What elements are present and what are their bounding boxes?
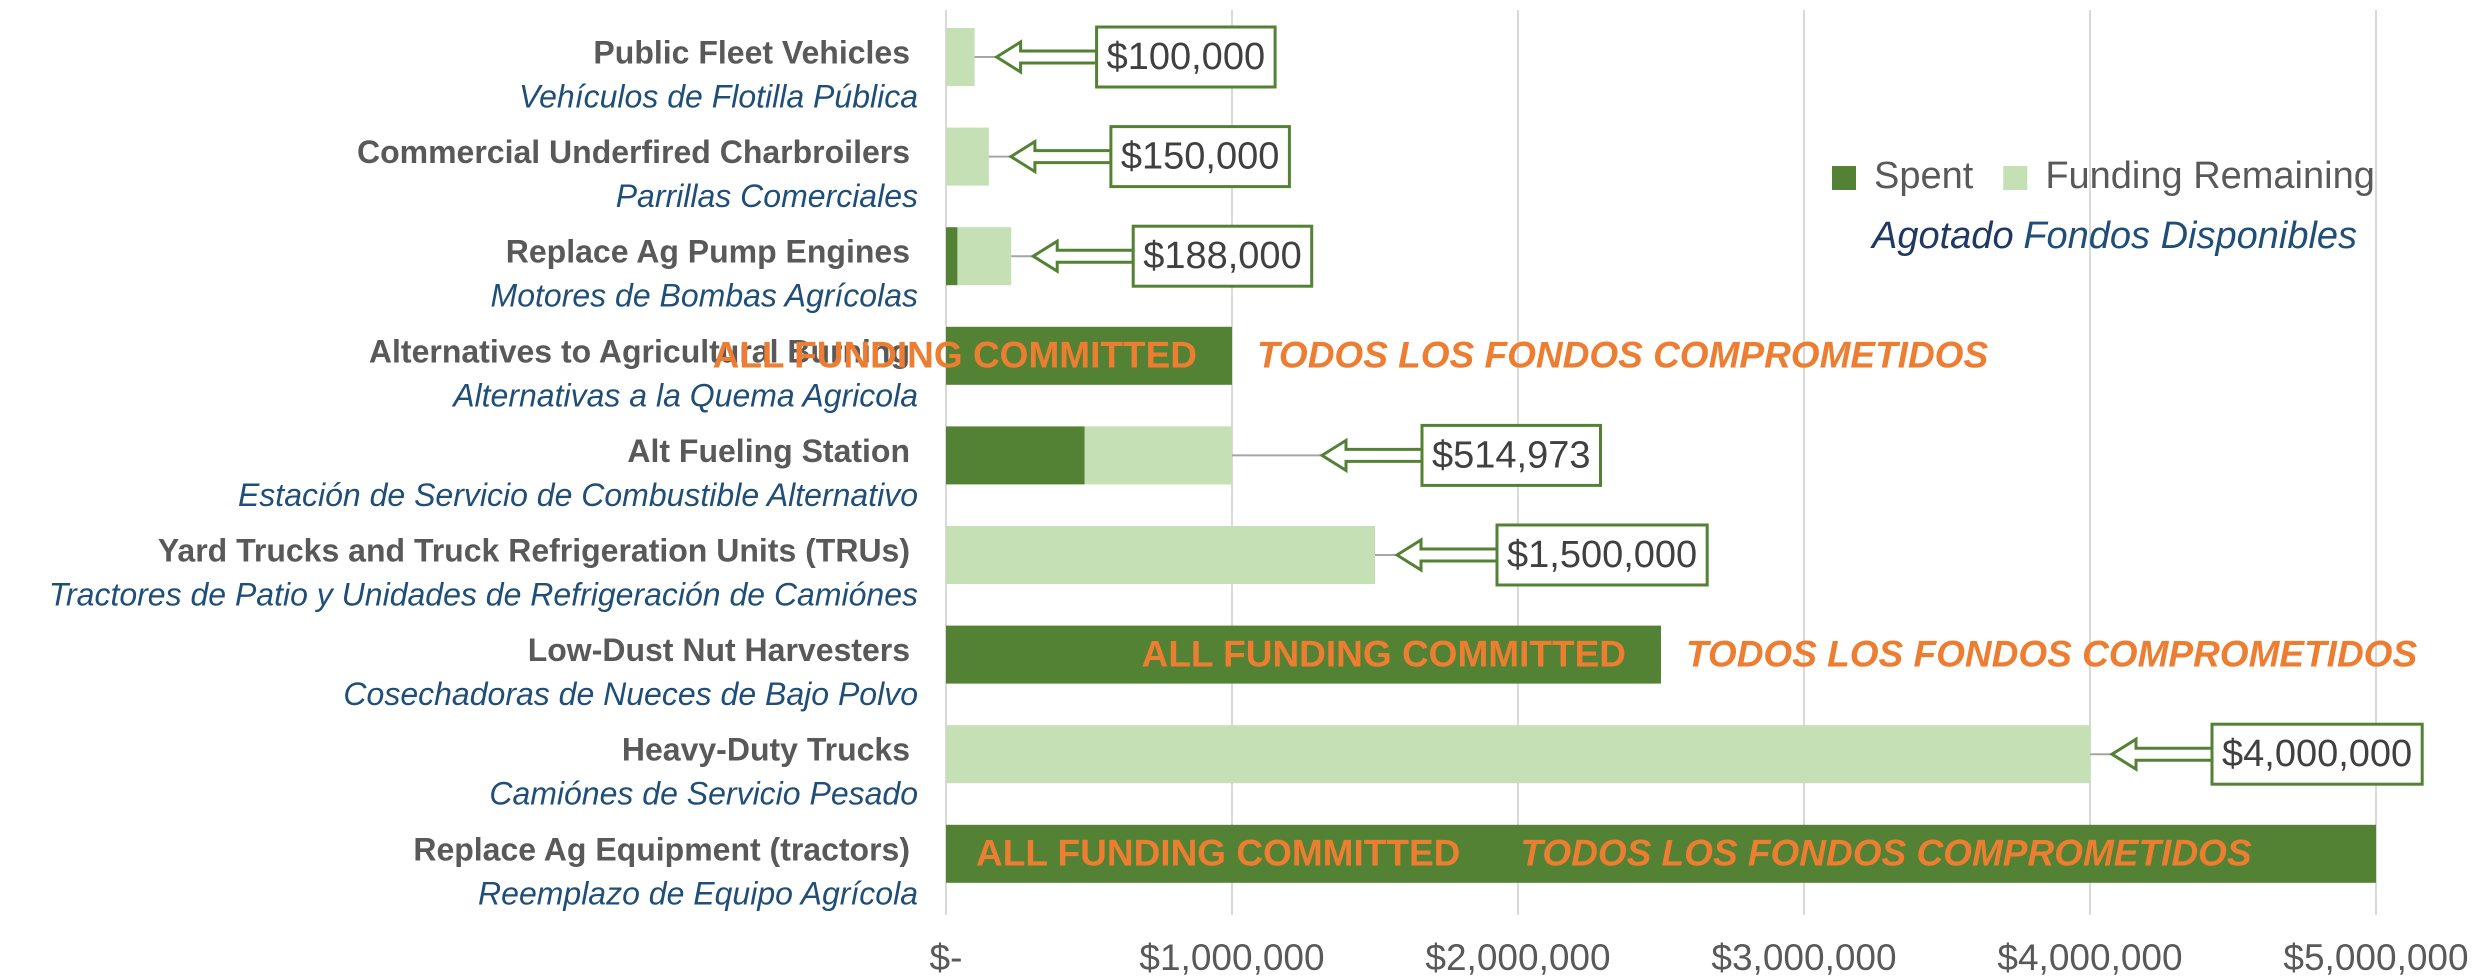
x-tick-label: $-	[930, 937, 963, 978]
legend-label-es: Fondos Disponibles	[2023, 215, 2357, 257]
legend-label-es: Agotado	[1870, 215, 2014, 257]
value-label: $1,500,000	[1507, 534, 1697, 576]
bar-segment	[946, 426, 1085, 485]
annotation-es: TODOS LOS FONDOS COMPROMETIDOS	[1520, 833, 2251, 874]
legend-swatch	[2003, 166, 2028, 190]
callout-box	[1495, 523, 1709, 587]
x-tick-label: $1,000,000	[1139, 937, 1324, 978]
annotation-es: TODOS LOS FONDOS COMPROMETIDOS	[1686, 633, 2417, 674]
callout-arrow	[1008, 138, 1113, 175]
value-label: $100,000	[1107, 36, 1266, 78]
annotation: ALL FUNDING COMMITTED	[1142, 633, 1626, 674]
value-label: $150,000	[1121, 136, 1280, 178]
legend-swatch	[1832, 166, 1856, 190]
category-label: Heavy-Duty Trucks	[622, 732, 910, 768]
callout-arrow	[1394, 537, 1499, 573]
category-label-es: Estación de Servicio de Combustible Alte…	[238, 477, 918, 513]
category-label: Replace Ag Pump Engines	[506, 234, 910, 270]
bar-segment	[946, 127, 989, 186]
callout-arrow	[2109, 736, 2214, 772]
callout-box	[1131, 224, 1314, 288]
bar-segment	[946, 28, 975, 86]
category-label: Alt Fueling Station	[627, 433, 910, 469]
category-label-es: Tractores de Patio y Unidades de Refrige…	[49, 576, 918, 612]
category-label: Alternatives to Agricultural Burning	[369, 333, 910, 369]
category-label-es: Reemplazo de Equipo Agrícola	[478, 875, 918, 911]
bar-segment	[946, 526, 1375, 584]
bar-segment	[946, 227, 958, 286]
value-label: $4,000,000	[2222, 733, 2412, 775]
value-label: $514,973	[1432, 434, 1591, 476]
value-label: $188,000	[1143, 235, 1302, 277]
callout-box	[2210, 722, 2424, 786]
callout-arrow	[993, 39, 1099, 75]
callout-box	[1095, 25, 1277, 89]
category-label-es: Parrillas Comerciales	[616, 178, 918, 214]
x-tick-label: $3,000,000	[1711, 937, 1896, 978]
category-label: Replace Ag Equipment (tractors)	[413, 831, 910, 867]
category-label: Yard Trucks and Truck Refrigeration Unit…	[158, 532, 910, 568]
category-label: Public Fleet Vehicles	[593, 34, 910, 70]
callout-box	[1420, 423, 1602, 487]
bar-segment	[1084, 426, 1232, 485]
bar-segment	[946, 725, 2090, 784]
legend-label: Spent	[1874, 155, 1974, 197]
annotation-es: TODOS LOS FONDOS COMPROMETIDOS	[1257, 335, 1988, 376]
callout-arrow	[1319, 437, 1424, 474]
category-label-es: Camiónes de Servicio Pesado	[489, 776, 918, 812]
callout-box	[1109, 125, 1291, 189]
legend-label: Funding Remaining	[2045, 155, 2375, 197]
x-tick-label: $5,000,000	[2283, 937, 2468, 978]
callout-arrow	[1030, 238, 1135, 274]
category-label-es: Motores de Bombas Agrícolas	[491, 278, 918, 314]
category-label-es: Alternativas a la Quema Agricola	[451, 377, 918, 413]
category-label-es: Cosechadoras de Nueces de Bajo Polvo	[343, 676, 918, 712]
bar-segment	[946, 326, 1232, 385]
x-tick-label: $2,000,000	[1425, 937, 1610, 978]
annotation: ALL FUNDING COMMITTED	[976, 833, 1460, 874]
x-tick-label: $4,000,000	[1997, 937, 2182, 978]
bar-segment	[957, 227, 1012, 286]
annotation: ALL FUNDING COMMITTED	[713, 335, 1197, 376]
category-label: Commercial Underfired Charbroilers	[357, 134, 910, 170]
category-label-es: Vehículos de Flotilla Pública	[519, 78, 918, 114]
bar-segment	[946, 824, 2376, 883]
bar-segment	[946, 625, 1661, 684]
category-label: Low-Dust Nut Harvesters	[528, 632, 910, 668]
